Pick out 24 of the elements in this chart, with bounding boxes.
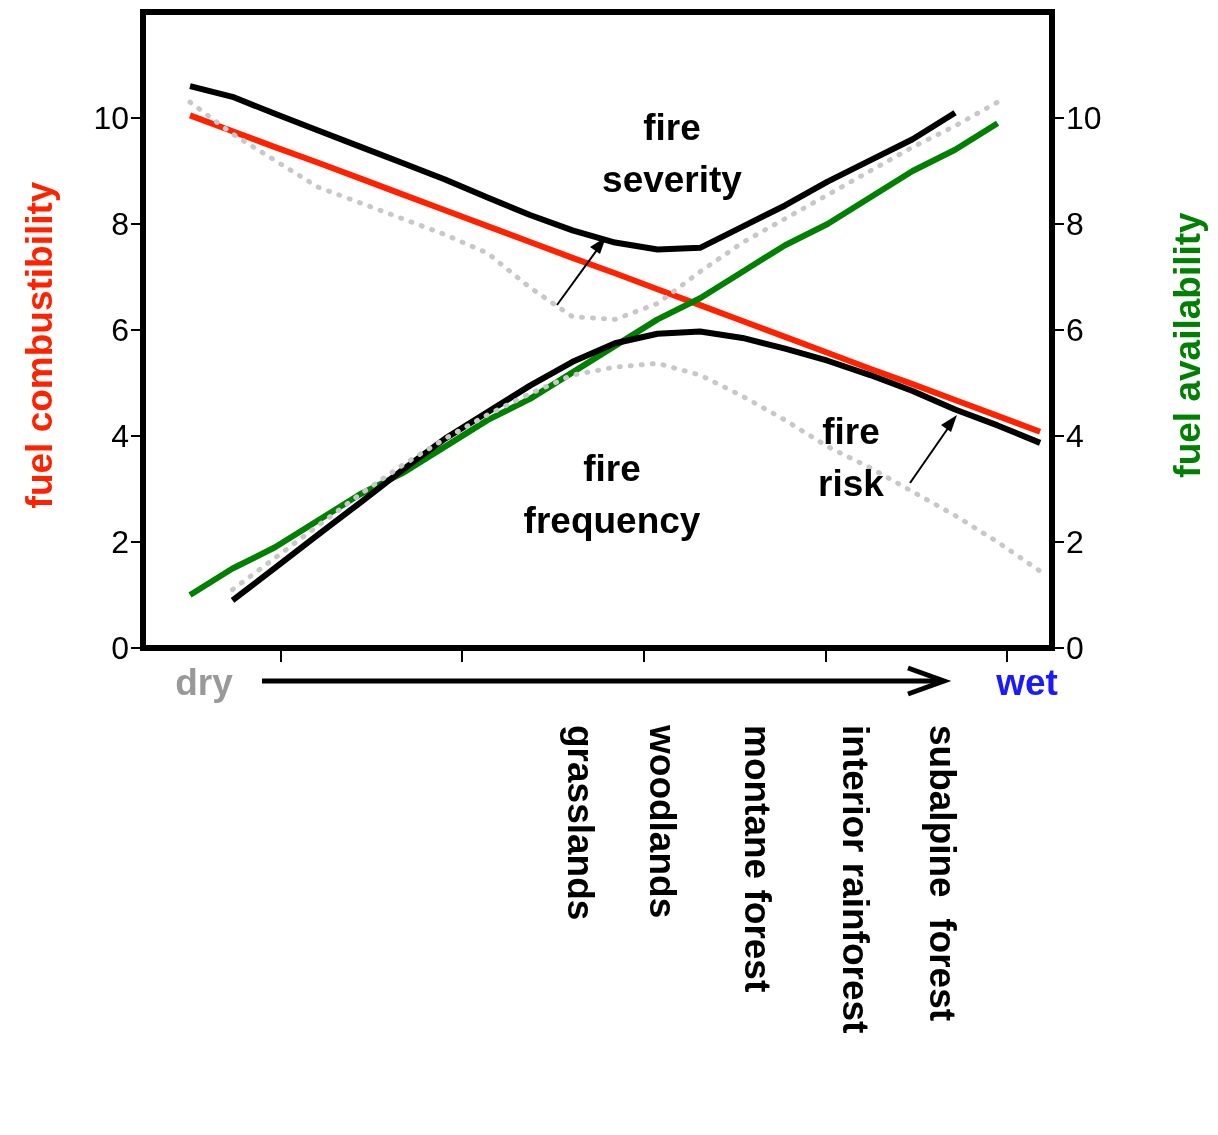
y-axis-title: fuel combustibility [19,181,61,509]
y2-tick-label: 0 [1066,630,1084,667]
y-tick-label: 8 [111,206,129,243]
text: subalpine forest [921,725,964,1022]
text: interior rainforest [834,725,877,1034]
y2-tick-label: 2 [1066,524,1084,561]
text: woodlands [641,725,684,919]
y2-axis-title: fuel availability [1167,212,1209,478]
annotation: fire frequency [523,447,701,543]
y2-tick-label: 6 [1066,312,1084,349]
y2-tick-label: 4 [1066,418,1084,455]
text: dry [175,661,233,705]
text: grasslands [559,725,602,921]
y-tick-label: 4 [111,418,129,455]
text: montane forest [736,725,779,993]
annotation: fire severity [602,106,742,202]
y-tick-label: 2 [111,524,129,561]
text: wet [996,661,1058,705]
annotation: fire risk [818,410,884,506]
y-tick-label: 6 [111,312,129,349]
y-tick-label: 10 [93,100,129,137]
y-tick-label: 0 [111,630,129,667]
y2-tick-label: 8 [1066,206,1084,243]
y2-tick-label: 10 [1066,100,1102,137]
